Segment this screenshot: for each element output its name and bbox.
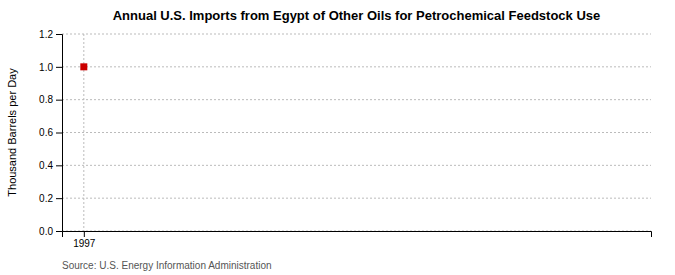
tick-label: 1.2 [39, 29, 53, 40]
grid-line [62, 132, 651, 133]
grid-line [62, 66, 651, 67]
axis-line [56, 35, 63, 232]
tick-label: 0.8 [39, 94, 53, 105]
tick: 1.0 [39, 62, 62, 73]
points [80, 63, 87, 70]
y-axis-title: Thousand Barrels per Day [6, 68, 18, 197]
grid-line [62, 165, 651, 166]
grid-line [62, 198, 651, 199]
tick-mark [84, 231, 85, 237]
tick: 1.2 [39, 29, 62, 40]
tick-label: 1.0 [39, 62, 53, 73]
tick-label: 0.6 [39, 127, 53, 138]
axis-line [63, 232, 652, 238]
tick-label: 0.0 [39, 226, 53, 237]
tick-label: 1997 [73, 238, 96, 249]
plot-area: 0.0 0.2 0.4 0.6 0.8 1.0 1.2 1997 [39, 29, 651, 249]
y-axis: 0.0 0.2 0.4 0.6 0.8 1.0 1.2 [39, 29, 62, 237]
tick: 0.6 [39, 127, 62, 138]
tick: 0.2 [39, 193, 62, 204]
tick-mark [56, 34, 62, 35]
tick-mark [56, 133, 62, 134]
tick-label: 0.2 [39, 193, 53, 204]
source: Source: U.S. Energy Information Administ… [62, 260, 272, 271]
tick: 0.0 [39, 226, 62, 237]
tick: 0.8 [39, 94, 62, 105]
tick-mark [56, 231, 62, 232]
chart: 0.0 0.2 0.4 0.6 0.8 1.0 1.2 1997 Annual U.S. Imp… [0, 0, 675, 275]
tick-mark [56, 198, 62, 199]
point [80, 63, 87, 70]
tick: 0.4 [39, 160, 62, 171]
title: Annual U.S. Imports from Egypt of Other … [113, 8, 601, 23]
tick-mark [56, 67, 62, 68]
tick-mark [56, 165, 62, 166]
tick-mark [56, 100, 62, 101]
tick-label: 0.4 [39, 160, 53, 171]
grid-line [62, 34, 651, 35]
grid-line [62, 99, 651, 100]
tick: 1997 [73, 231, 96, 249]
grid [62, 34, 651, 231]
x-axis: 1997 [63, 231, 652, 249]
